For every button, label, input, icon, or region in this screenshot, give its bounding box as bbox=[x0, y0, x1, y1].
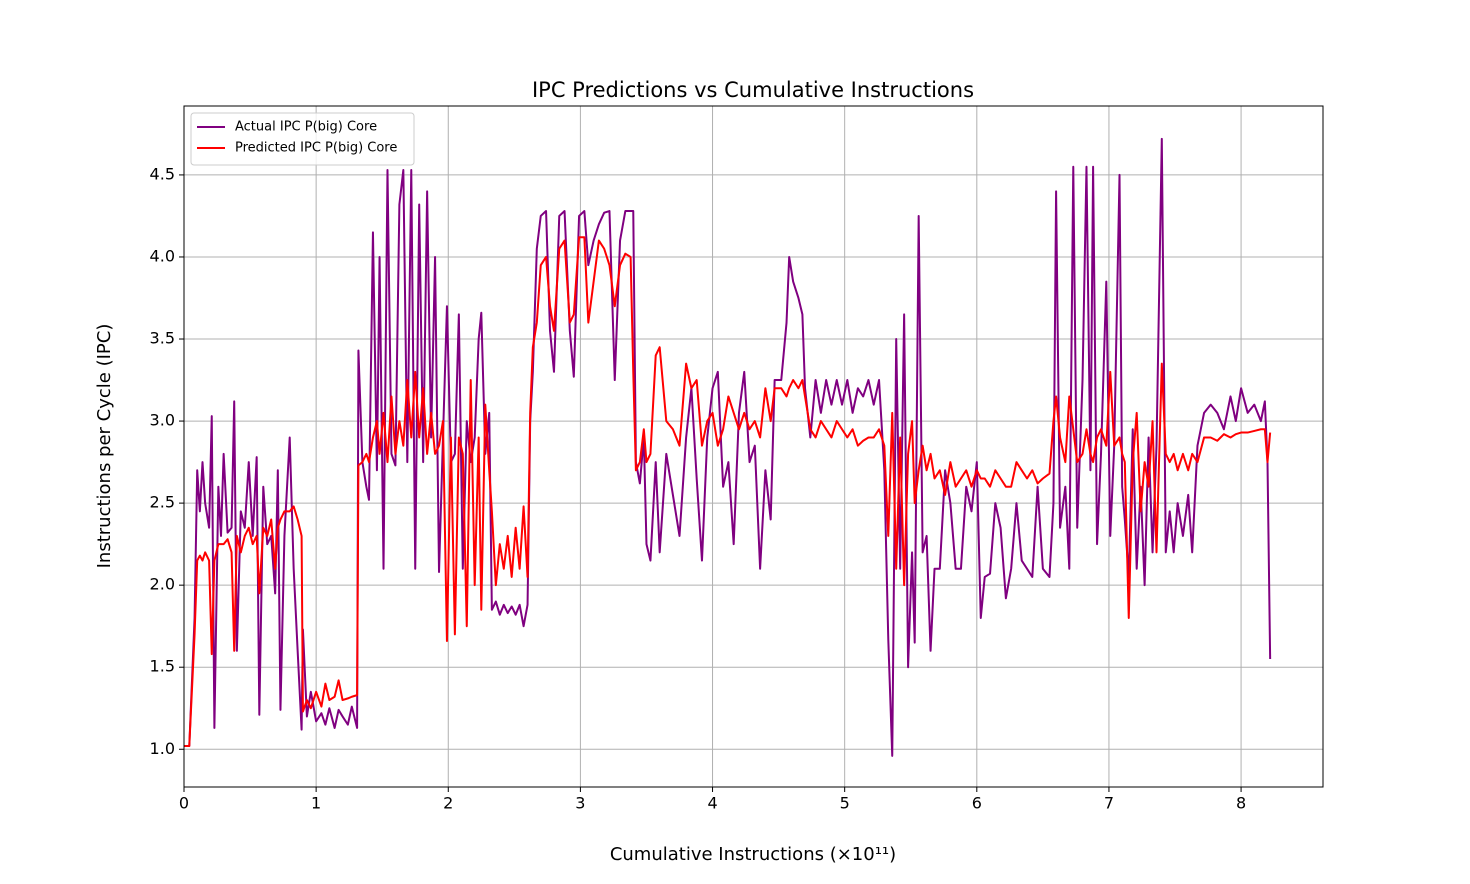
plot-frame bbox=[183, 105, 1324, 788]
y-tick-label: 1.0 bbox=[150, 739, 175, 758]
x-tick-label: 8 bbox=[1236, 794, 1246, 813]
legend-box bbox=[190, 112, 415, 166]
y-tick-label: 3.5 bbox=[150, 329, 175, 348]
y-tick-label: 2.0 bbox=[150, 575, 175, 594]
y-axis-label: Instructions per Cycle (IPC) bbox=[94, 324, 115, 569]
x-tick-label: 3 bbox=[575, 794, 585, 813]
x-tick-label: 1 bbox=[311, 794, 321, 813]
data-line bbox=[184, 137, 1272, 757]
y-tick-label: 4.0 bbox=[150, 246, 175, 265]
x-tick-label: 5 bbox=[840, 794, 850, 813]
x-tick-label: 6 bbox=[972, 794, 982, 813]
legend-label: Actual IPC P(big) Core bbox=[235, 120, 377, 135]
x-tick-label: 2 bbox=[443, 794, 453, 813]
x-axis-label: Cumulative Instructions (×10¹¹) bbox=[610, 844, 896, 865]
x-tick-label: 7 bbox=[1104, 794, 1114, 813]
y-tick-label: 4.5 bbox=[150, 164, 175, 183]
y-tick-label: 1.5 bbox=[150, 657, 175, 676]
chart-title: IPC Predictions vs Cumulative Instructio… bbox=[532, 78, 974, 102]
y-tick-label: 2.5 bbox=[150, 493, 175, 512]
y-tick-label: 3.0 bbox=[150, 411, 175, 430]
legend-label: Predicted IPC P(big) Core bbox=[235, 141, 397, 156]
x-tick-label: 4 bbox=[707, 794, 717, 813]
legend: Actual IPC P(big) Core Predicted IPC P(bi… bbox=[190, 112, 415, 166]
x-tick-label: 0 bbox=[179, 794, 189, 813]
data-line bbox=[184, 236, 1272, 747]
